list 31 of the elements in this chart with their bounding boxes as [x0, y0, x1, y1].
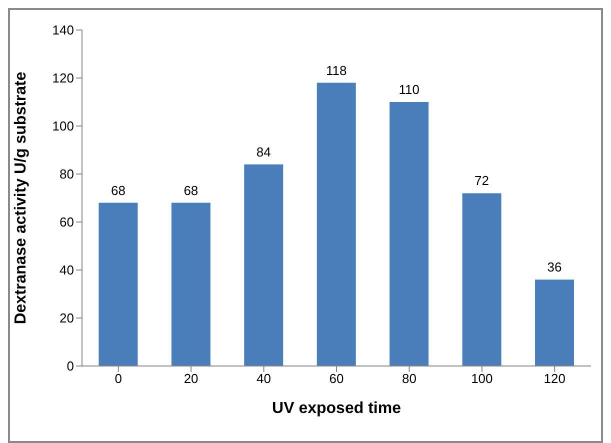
- x-tick-label: 100: [471, 371, 493, 386]
- bar: [171, 202, 210, 366]
- data-label: 36: [547, 260, 562, 275]
- data-label: 118: [326, 62, 347, 78]
- bar: [98, 202, 138, 366]
- data-label: 68: [110, 182, 126, 198]
- y-tick-label: 40: [60, 262, 74, 278]
- x-tick-label: 20: [184, 371, 198, 386]
- bar: [244, 164, 284, 366]
- data-label: 84: [256, 144, 271, 160]
- x-tick-label: 0: [114, 371, 122, 386]
- x-tick-label: 120: [544, 371, 566, 386]
- bar: [390, 102, 429, 366]
- x-tick-label: 60: [329, 371, 344, 386]
- y-tick-label: 100: [52, 118, 74, 134]
- bar: [316, 82, 356, 366]
- data-label: 72: [474, 173, 490, 188]
- bar: [462, 193, 502, 366]
- x-tick-label: 80: [402, 371, 416, 386]
- data-label: 68: [184, 182, 198, 198]
- x-tick-label: 40: [256, 371, 272, 386]
- y-tick-label: 120: [52, 70, 74, 86]
- bar: [535, 280, 574, 366]
- y-tick-label: 0: [66, 358, 74, 374]
- data-label: 110: [398, 82, 420, 97]
- y-tick-label: 140: [52, 22, 74, 38]
- y-tick-label: 60: [60, 214, 74, 230]
- y-axis-title: Dextranase activity U/g substrate: [12, 72, 30, 324]
- y-tick-label: 80: [60, 166, 74, 182]
- y-tick-label: 20: [60, 310, 74, 326]
- x-axis-title: UV exposed time: [272, 400, 402, 417]
